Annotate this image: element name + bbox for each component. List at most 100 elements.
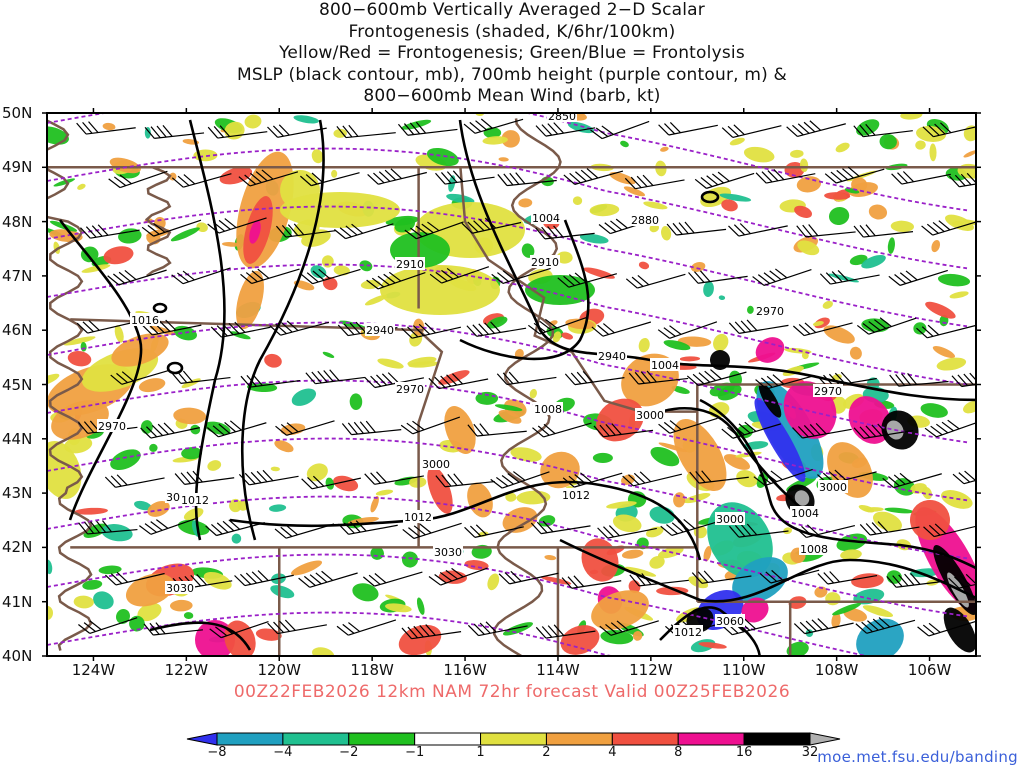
wind-barb xyxy=(490,471,550,489)
wind-barb xyxy=(461,217,522,234)
wind-barb xyxy=(397,121,458,136)
colorbar-segment xyxy=(545,732,613,746)
wind-barb xyxy=(401,624,462,640)
height-contour-label: 2970 xyxy=(97,419,127,433)
lon-label-122w: 122W xyxy=(164,661,209,679)
svg-text:3000: 3000 xyxy=(636,409,664,422)
lat-label-47n: 47N xyxy=(2,266,33,285)
wind-barb xyxy=(107,269,167,286)
colorbar-segment xyxy=(186,732,218,746)
wind-barb xyxy=(428,373,489,390)
wind-barb xyxy=(535,122,596,137)
wind-barb xyxy=(853,224,914,238)
colorbar-label: −8 xyxy=(207,745,227,760)
colorbar-label: −1 xyxy=(405,745,425,760)
wind-barb xyxy=(817,571,878,585)
wind-barb xyxy=(78,617,138,634)
wind-barb xyxy=(752,268,812,286)
wind-barb xyxy=(238,469,299,486)
lat-label-49n: 49N xyxy=(2,158,33,177)
wind-barb xyxy=(139,517,199,535)
height-contour-label: 3000 xyxy=(715,512,745,526)
wind-barb xyxy=(143,622,203,636)
svg-text:1012: 1012 xyxy=(181,494,209,507)
wind-barb xyxy=(301,475,362,490)
wind-barb xyxy=(535,225,595,240)
lat-label-44n: 44N xyxy=(2,429,33,448)
height-contour-label: 2910 xyxy=(530,255,560,269)
wind-barb xyxy=(755,374,815,390)
lon-label-114w: 114W xyxy=(536,661,580,679)
wind-barb xyxy=(429,266,490,284)
mslp-contour-label: 1012 xyxy=(561,488,591,502)
wind-barb xyxy=(597,525,657,539)
figure-title: 800−600mb Vertically Averaged 2−D Scalar… xyxy=(0,0,1024,108)
wind-barb xyxy=(240,374,301,388)
svg-text:1016: 1016 xyxy=(131,314,159,327)
wind-barb xyxy=(562,472,623,488)
lon-label-106w: 106W xyxy=(907,661,952,679)
wind-barb xyxy=(951,372,976,388)
wind-barb xyxy=(170,370,231,384)
wind-barb xyxy=(274,523,335,539)
height-contour-label: 2880 xyxy=(630,213,660,227)
colorbar-segment xyxy=(414,732,482,746)
lon-label-116w: 116W xyxy=(443,661,487,679)
svg-text:2970: 2970 xyxy=(98,420,126,433)
colorbar-segment xyxy=(743,732,811,746)
colorbar-segment xyxy=(611,732,679,746)
svg-text:2910: 2910 xyxy=(396,258,424,271)
svg-text:3060: 3060 xyxy=(716,615,744,628)
svg-text:1012: 1012 xyxy=(562,489,590,502)
wind-barb xyxy=(466,321,527,337)
svg-text:1008: 1008 xyxy=(800,543,828,556)
wind-barb xyxy=(78,520,138,535)
wind-barb xyxy=(948,573,976,589)
svg-text:2940: 2940 xyxy=(598,350,626,363)
wind-barb xyxy=(657,321,718,339)
wind-barb xyxy=(336,124,396,139)
height-contour-label: 3060 xyxy=(715,614,745,628)
wind-barb xyxy=(76,121,136,135)
title-line-5: 800−600mb Mean Wind (barb, kt) xyxy=(363,86,661,107)
wind-barb xyxy=(334,223,394,240)
wind-barb xyxy=(888,269,948,286)
mslp-contour-label: 1004 xyxy=(790,506,820,520)
wind-barb xyxy=(362,571,423,587)
wind-barb xyxy=(464,524,524,538)
wind-barb xyxy=(688,270,748,284)
wind-barb xyxy=(104,474,165,488)
svg-text:2910: 2910 xyxy=(531,256,559,269)
svg-text:1012: 1012 xyxy=(674,626,702,639)
wind-barb xyxy=(753,468,813,487)
colorbar-label: 1 xyxy=(476,745,485,760)
wind-barb xyxy=(240,268,300,285)
lon-label-120w: 120W xyxy=(257,661,301,679)
wind-barb xyxy=(686,369,747,386)
wind-barb xyxy=(110,369,170,385)
colorbar-segment xyxy=(677,732,745,746)
wind-barb xyxy=(467,621,528,637)
wind-barb xyxy=(599,620,659,636)
wind-barb xyxy=(209,620,269,639)
wind-barb xyxy=(435,170,495,185)
colorbar-label: 2 xyxy=(542,745,551,760)
mslp-contour-label: 1016 xyxy=(130,313,160,327)
colorbar-label: −2 xyxy=(339,745,359,760)
colorbar-label: 8 xyxy=(674,745,683,760)
svg-text:1008: 1008 xyxy=(534,403,562,416)
wind-barb xyxy=(891,171,951,185)
wind-barb xyxy=(275,223,336,238)
wind-barb xyxy=(206,420,267,438)
lat-label-50n: 50N xyxy=(2,104,33,122)
wind-barb xyxy=(234,570,294,587)
svg-text:2970: 2970 xyxy=(814,385,842,398)
wind-barb xyxy=(210,321,271,338)
wind-barb xyxy=(590,120,650,140)
wind-barb xyxy=(886,572,946,588)
title-line-3: Yellow/Red = Frontogenesis; Green/Blue =… xyxy=(279,43,745,64)
wind-barb xyxy=(792,422,852,439)
wind-barb xyxy=(171,267,231,285)
lat-label-45n: 45N xyxy=(2,375,33,394)
source-url[interactable]: moe.met.fsu.edu/banding xyxy=(817,748,1018,766)
